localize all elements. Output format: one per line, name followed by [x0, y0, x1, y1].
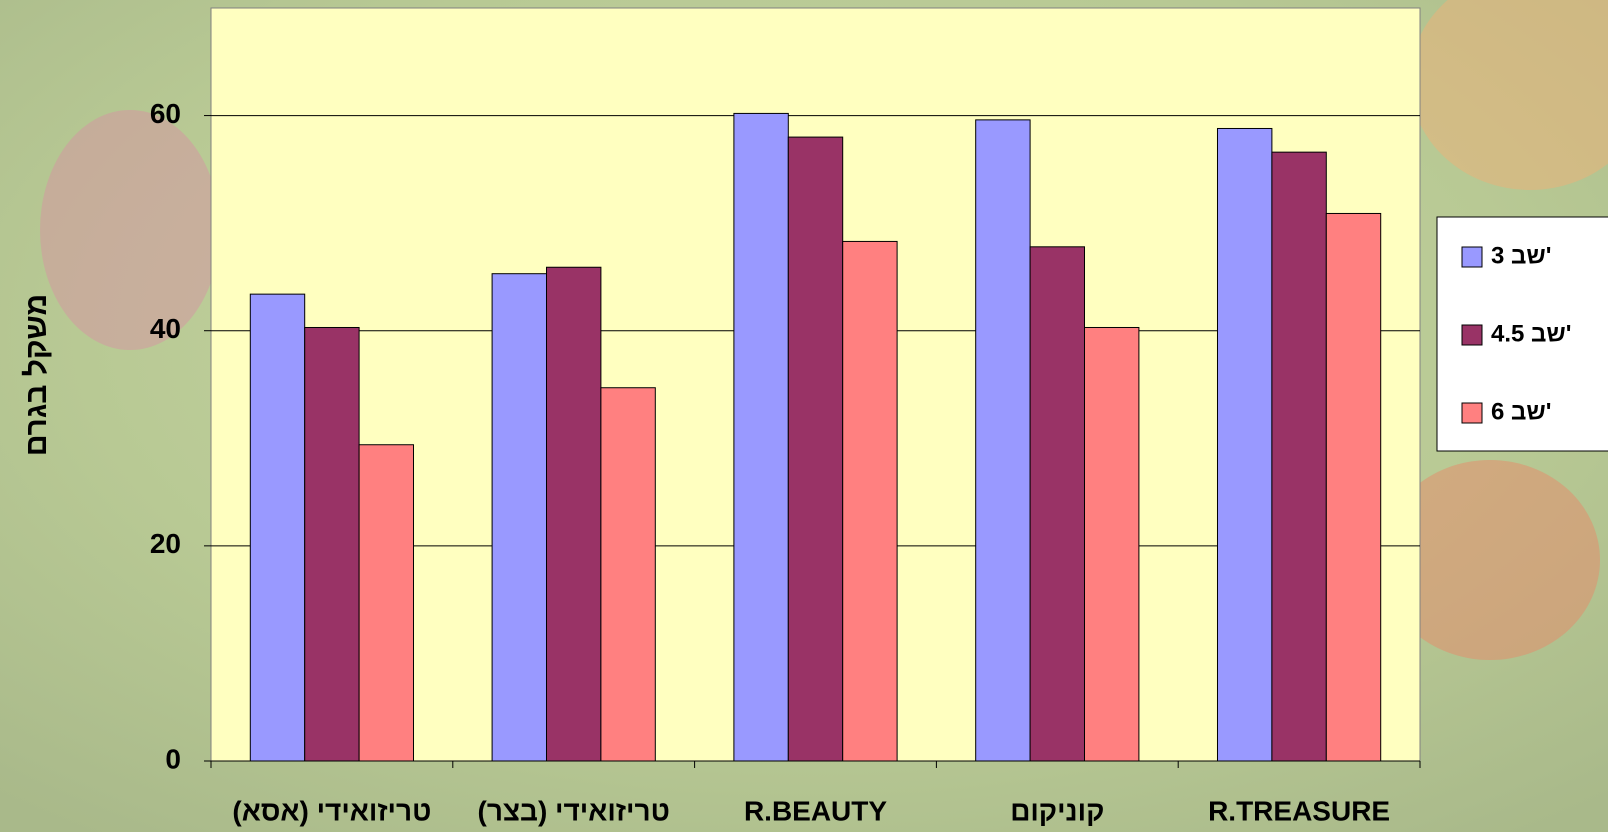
legend-label: 'שב 3	[1491, 242, 1551, 269]
x-tick-label: טריזואידי (בצר)	[478, 795, 670, 826]
legend-label: 'שב 4.5	[1491, 320, 1571, 347]
background-flower	[1380, 460, 1600, 660]
bar	[545, 266, 602, 762]
x-tick-label: טריזואידי (אסא)	[232, 795, 431, 826]
y-tick-label: 40	[150, 313, 181, 344]
legend-swatch	[1461, 402, 1483, 424]
bar	[1029, 246, 1086, 762]
bar	[733, 112, 789, 762]
bar	[787, 136, 844, 762]
bar	[600, 387, 656, 762]
y-axis-label: משקל בגרם	[20, 294, 53, 456]
background-flower	[1410, 0, 1608, 190]
legend-label: 'שב 6	[1491, 398, 1551, 425]
y-tick-label: 0	[165, 743, 181, 774]
background-flower	[40, 110, 220, 350]
bar	[1216, 127, 1273, 762]
bar	[304, 326, 360, 762]
y-tick-label: 20	[150, 528, 181, 559]
bar	[1325, 212, 1382, 762]
x-tick-label: R.TREASURE	[1208, 795, 1390, 826]
bar	[491, 273, 547, 762]
legend-swatch	[1461, 246, 1483, 268]
x-tick-label: קוניקום	[1010, 795, 1104, 826]
legend-swatch	[1461, 324, 1483, 346]
bar	[1271, 151, 1327, 762]
bar	[358, 444, 415, 762]
bar	[249, 293, 306, 762]
bar	[975, 119, 1031, 762]
x-tick-label: R.BEAUTY	[744, 795, 887, 826]
bar	[842, 240, 898, 762]
y-tick-label: 60	[150, 98, 181, 129]
bar	[1084, 326, 1140, 762]
